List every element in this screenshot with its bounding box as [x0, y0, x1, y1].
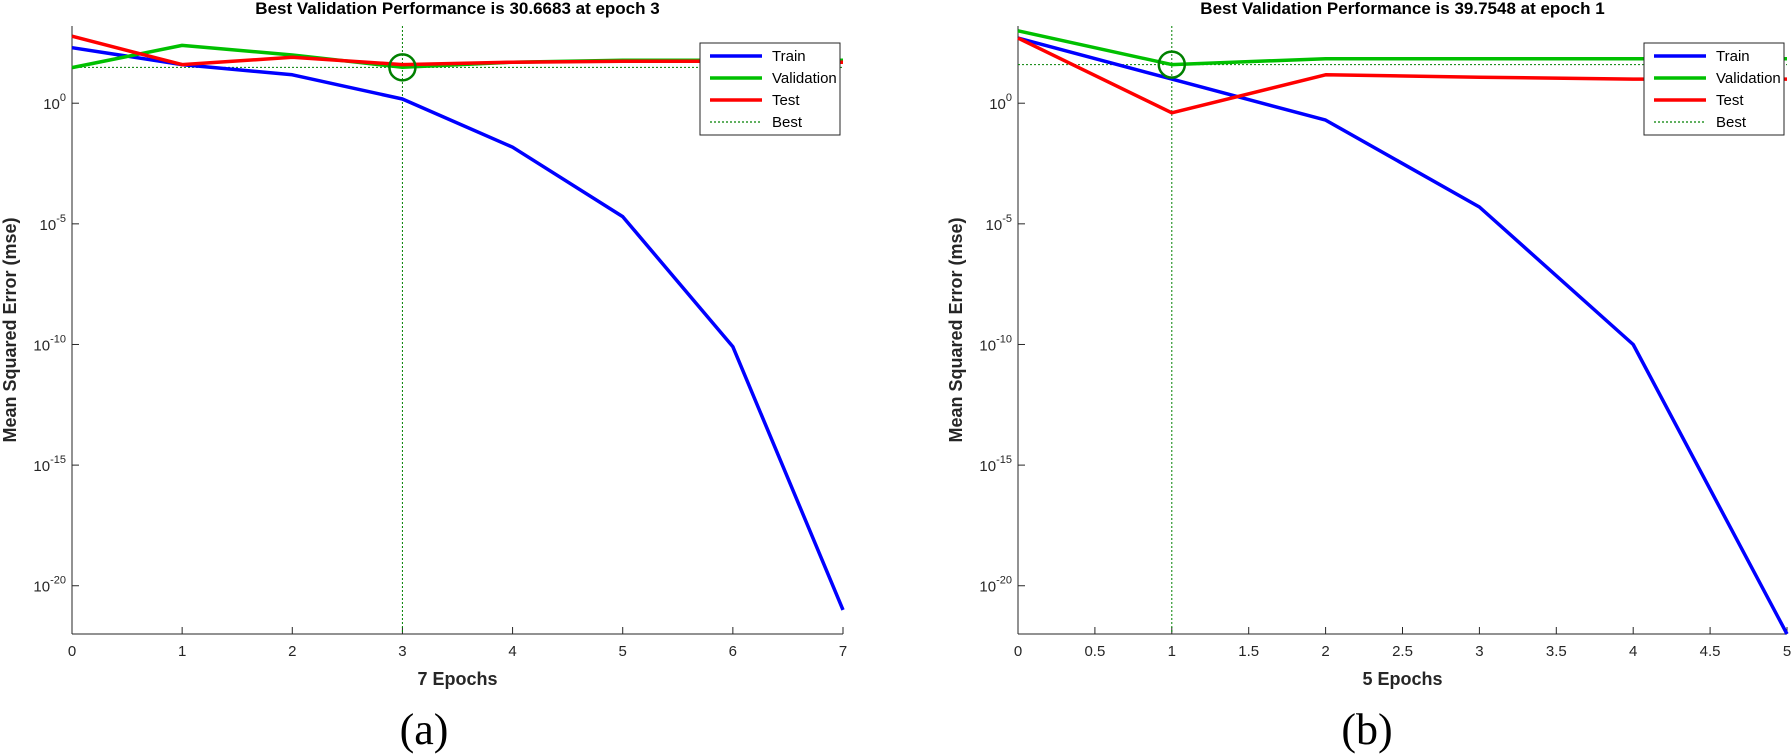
x-tick-label: 6 [729, 643, 737, 660]
x-tick-label: 4.5 [1700, 643, 1721, 660]
y-tick-label: 10-15 [33, 454, 66, 475]
x-axis-label: 7 Epochs [417, 669, 497, 689]
legend-label: Train [1716, 48, 1750, 65]
x-tick-label: 2 [1321, 643, 1329, 660]
x-tick-label: 3.5 [1546, 643, 1567, 660]
legend-label: Test [1716, 92, 1744, 109]
y-tick-label: 10-20 [33, 575, 66, 596]
x-tick-label: 0.5 [1084, 643, 1105, 660]
legend-label: Test [772, 92, 800, 109]
chart-title: Best Validation Performance is 39.7548 a… [1200, 0, 1604, 18]
legend-label: Train [772, 48, 806, 65]
y-axis-label: Mean Squared Error (mse) [946, 217, 966, 442]
x-tick-label: 1 [1168, 643, 1176, 660]
legend-label: Best [1716, 114, 1747, 131]
chart-panel-1: Best Validation Performance is 30.6683 a… [0, 0, 847, 754]
x-tick-label: 1.5 [1238, 643, 1259, 660]
legend-box [699, 42, 841, 136]
x-tick-label: 7 [839, 643, 847, 660]
y-tick-label: 10-5 [986, 213, 1012, 234]
y-tick-label: 100 [989, 92, 1012, 113]
legend-label: Best [772, 114, 803, 131]
chart-title: Best Validation Performance is 30.6683 a… [255, 0, 659, 18]
legend: Train Validation Test Best [699, 42, 841, 136]
legend: Train Validation Test Best [1643, 42, 1785, 136]
y-tick-label: 10-10 [33, 333, 66, 354]
series-line-train [1017, 36, 1789, 635]
x-tick-label: 0 [68, 643, 76, 660]
legend-label: Validation [772, 70, 837, 87]
x-tick-label: 2.5 [1392, 643, 1413, 660]
y-axis-label: Mean Squared Error (mse) [0, 217, 20, 442]
y-tick-label: 10-20 [979, 575, 1012, 596]
y-tick-label: 10-10 [979, 333, 1012, 354]
x-tick-label: 0 [1014, 643, 1022, 660]
x-tick-label: 4 [1629, 643, 1637, 660]
y-tick-label: 10-15 [979, 454, 1012, 475]
x-tick-label: 5 [619, 643, 627, 660]
x-tick-label: 2 [288, 643, 296, 660]
panel-label: (b) [1341, 705, 1392, 754]
x-tick-label: 3 [1475, 643, 1483, 660]
x-tick-label: 4 [508, 643, 516, 660]
chart-panel-2: Best Validation Performance is 39.7548 a… [946, 0, 1791, 754]
best-point-marker [1157, 50, 1187, 79]
x-axis-label: 5 Epochs [1362, 669, 1442, 689]
best-point-marker [388, 53, 417, 82]
legend-box [1643, 42, 1785, 136]
x-tick-label: 3 [398, 643, 406, 660]
series-line-train [71, 45, 845, 611]
y-tick-label: 100 [43, 92, 66, 113]
legend-label: Validation [1716, 70, 1781, 87]
x-tick-label: 5 [1783, 643, 1791, 660]
x-tick-label: 1 [178, 643, 186, 660]
y-tick-label: 10-5 [40, 213, 66, 234]
panel-label: (a) [400, 705, 449, 754]
